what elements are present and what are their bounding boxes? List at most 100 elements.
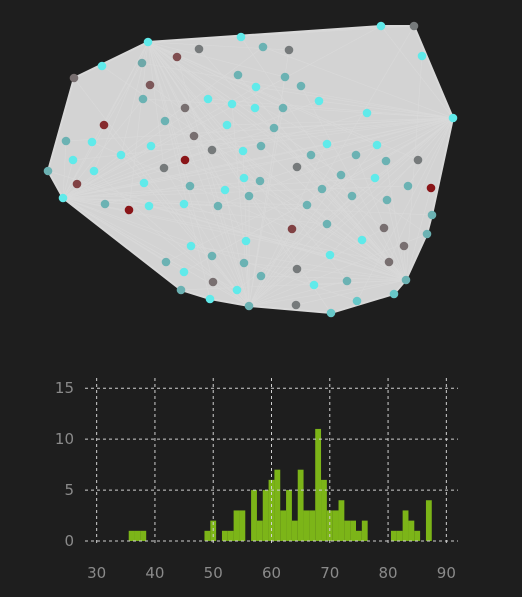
network-edge bbox=[62, 86, 257, 199]
network-edge bbox=[128, 209, 250, 307]
network-edge bbox=[207, 98, 454, 119]
network-edge bbox=[103, 41, 149, 126]
network-graph bbox=[43, 21, 458, 318]
network-edge bbox=[62, 124, 228, 199]
network-node bbox=[306, 150, 316, 160]
histogram-bar bbox=[414, 530, 421, 541]
network-node bbox=[180, 155, 190, 165]
network-edge bbox=[248, 195, 353, 307]
network-edge bbox=[184, 107, 407, 281]
network-node bbox=[179, 199, 189, 209]
network-node bbox=[255, 176, 265, 186]
network-node bbox=[322, 139, 332, 149]
histogram-bars bbox=[128, 428, 432, 541]
network-edge bbox=[254, 107, 407, 281]
histogram-bar bbox=[338, 500, 345, 541]
y-tick-label: 0 bbox=[64, 532, 74, 550]
network-node bbox=[179, 267, 189, 277]
network-node bbox=[241, 236, 251, 246]
network-node bbox=[145, 80, 155, 90]
network-edge bbox=[62, 25, 382, 199]
histogram-chart: 30 40 50 60 70 80 90 0 5 10 15 bbox=[55, 378, 458, 582]
network-edge bbox=[73, 41, 149, 79]
network-node bbox=[362, 108, 372, 118]
network-edge bbox=[248, 233, 428, 307]
network-node bbox=[161, 257, 171, 267]
network-node bbox=[269, 123, 279, 133]
network-node bbox=[336, 170, 346, 180]
histogram-bar bbox=[297, 469, 304, 541]
network-node bbox=[372, 140, 382, 150]
network-node bbox=[208, 277, 218, 287]
network-node bbox=[186, 241, 196, 251]
network-edge bbox=[176, 56, 250, 307]
network-node bbox=[207, 145, 217, 155]
histogram-bar bbox=[274, 469, 281, 541]
network-node bbox=[205, 294, 215, 304]
network-edge bbox=[240, 36, 407, 281]
network-edge bbox=[189, 185, 250, 307]
network-edge bbox=[355, 154, 407, 281]
network-node bbox=[180, 103, 190, 113]
x-tick-label: 60 bbox=[262, 564, 281, 582]
x-tick-label: 90 bbox=[437, 564, 456, 582]
network-edge bbox=[147, 41, 214, 283]
network-node bbox=[194, 44, 204, 54]
network-edge bbox=[62, 185, 409, 199]
network-edge bbox=[62, 117, 454, 199]
network-node bbox=[58, 193, 68, 203]
network-edge bbox=[147, 41, 165, 169]
network-edge bbox=[147, 41, 378, 146]
network-node bbox=[222, 120, 232, 130]
network-edge bbox=[209, 298, 250, 307]
network-node bbox=[139, 178, 149, 188]
network-edge bbox=[147, 41, 244, 152]
network-node bbox=[146, 141, 156, 151]
network-node bbox=[251, 82, 261, 92]
histogram-bar bbox=[291, 520, 298, 541]
network-node bbox=[213, 201, 223, 211]
network-edge bbox=[62, 180, 261, 199]
network-node bbox=[296, 81, 306, 91]
network-edge bbox=[62, 197, 390, 263]
network-edge bbox=[164, 120, 407, 281]
network-node bbox=[87, 137, 97, 147]
y-tick-label: 15 bbox=[55, 379, 74, 397]
network-edge bbox=[62, 145, 152, 199]
x-axis-ticks: 30 40 50 60 70 80 90 bbox=[87, 564, 456, 582]
histogram-bar bbox=[326, 510, 333, 541]
network-edge bbox=[62, 177, 376, 199]
network-edge bbox=[163, 167, 250, 307]
network-node bbox=[160, 116, 170, 126]
histogram-bar bbox=[350, 520, 357, 541]
network-node bbox=[244, 191, 254, 201]
network-edge bbox=[248, 117, 454, 307]
network-node bbox=[172, 52, 182, 62]
histogram-bar bbox=[396, 530, 403, 541]
network-node bbox=[422, 229, 432, 239]
histogram-bar bbox=[256, 520, 263, 541]
network-edge bbox=[147, 41, 211, 300]
network-node bbox=[448, 113, 458, 123]
network-edge bbox=[245, 240, 250, 307]
histogram-bar bbox=[408, 520, 415, 541]
network-edge bbox=[147, 41, 298, 270]
network-edge bbox=[248, 144, 378, 307]
network-node bbox=[256, 141, 266, 151]
network-edge bbox=[147, 41, 419, 161]
histogram-bar bbox=[361, 520, 368, 541]
network-node bbox=[427, 210, 437, 220]
network-node bbox=[302, 200, 312, 210]
network-node bbox=[227, 99, 237, 109]
network-node bbox=[137, 58, 147, 68]
network-node bbox=[403, 181, 413, 191]
network-node bbox=[309, 280, 319, 290]
network-node bbox=[159, 163, 169, 173]
network-edge bbox=[198, 48, 407, 281]
network-edge bbox=[183, 117, 454, 273]
network-node bbox=[69, 73, 79, 83]
network-edge bbox=[224, 189, 250, 307]
network-node bbox=[138, 94, 148, 104]
network-edge bbox=[388, 117, 454, 263]
